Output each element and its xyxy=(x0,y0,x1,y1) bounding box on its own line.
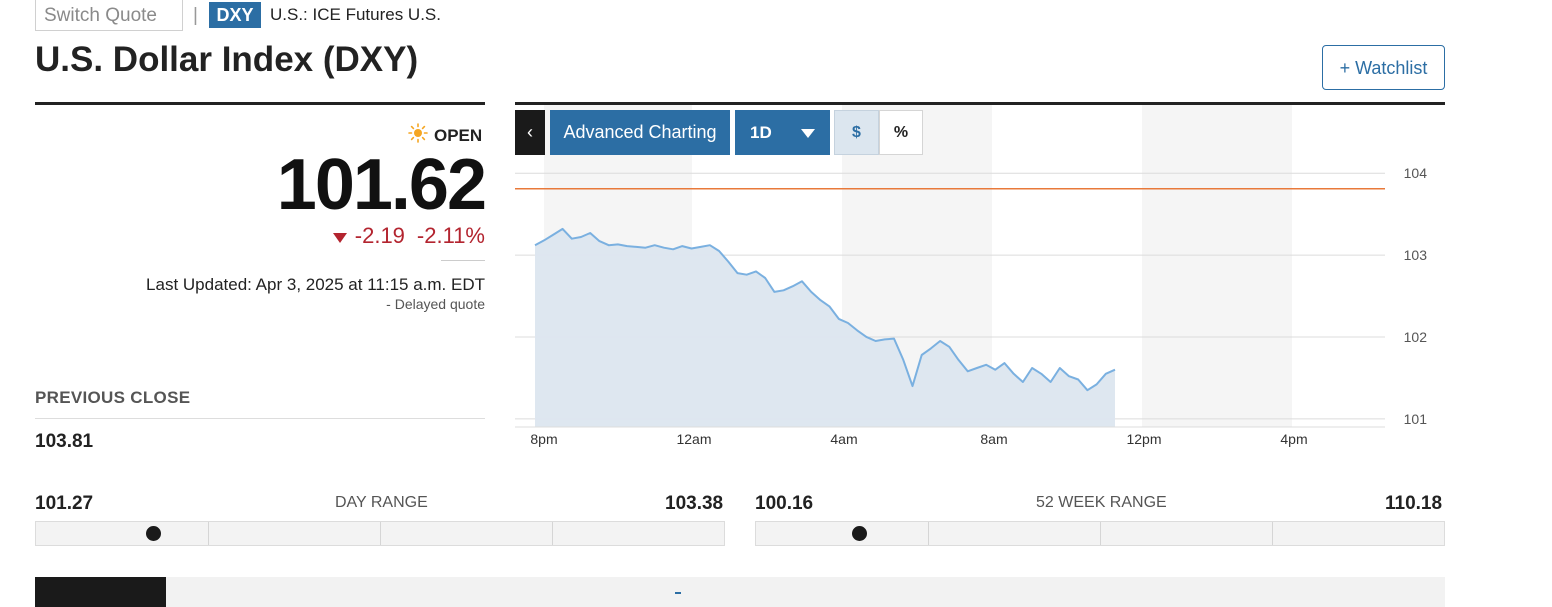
x-tick-label: 4am xyxy=(830,431,857,447)
change-value: -2.19 xyxy=(354,223,405,248)
range-tick xyxy=(380,522,381,545)
week52-range-label: 52 WEEK RANGE xyxy=(1036,494,1167,511)
range-tick xyxy=(552,522,553,545)
week52-range-low: 100.16 xyxy=(755,493,814,514)
range-tick xyxy=(1100,522,1101,545)
active-tab[interactable] xyxy=(35,577,166,607)
market-status: OPEN xyxy=(408,123,482,148)
exchange-label: U.S.: ICE Futures U.S. xyxy=(270,5,441,24)
status-label: OPEN xyxy=(434,125,483,145)
day-range-bar xyxy=(35,521,725,546)
caret-down-icon xyxy=(801,129,815,138)
last-updated: Last Updated: Apr 3, 2025 at 11:15 a.m. … xyxy=(146,275,485,294)
last-price: 101.62 xyxy=(276,145,487,225)
divider xyxy=(35,418,485,419)
page-title: U.S. Dollar Index (DXY) xyxy=(35,40,419,79)
change-percent: -2.11% xyxy=(416,223,485,248)
y-tick-label: 102 xyxy=(1404,329,1428,345)
sun-icon xyxy=(408,123,428,148)
dollar-toggle[interactable]: $ xyxy=(834,110,879,155)
price-change: -2.19 -2.11% xyxy=(332,223,485,249)
price-chart[interactable]: 101 102 103 104 8pm 12am 4am 8am 12pm 4pm xyxy=(515,105,1445,455)
x-tick-label: 4pm xyxy=(1280,431,1307,447)
down-triangle-icon xyxy=(332,223,347,249)
week52-range-high: 110.18 xyxy=(1385,493,1443,514)
range-tick xyxy=(1272,522,1273,545)
week52-range-bar xyxy=(755,521,1445,546)
chart-collapse-button[interactable]: ‹ xyxy=(515,110,545,155)
x-tick-label: 12am xyxy=(676,431,711,447)
divider xyxy=(441,260,485,261)
ticker-badge: DXY xyxy=(209,2,261,28)
divider xyxy=(515,102,1445,105)
week52-range-marker xyxy=(852,526,867,541)
previous-close-value: 103.81 xyxy=(35,431,94,452)
x-tick-label: 8am xyxy=(980,431,1007,447)
tab-indicator xyxy=(675,592,681,594)
period-dropdown[interactable]: 1D xyxy=(735,110,830,155)
advanced-charting-button[interactable]: Advanced Charting xyxy=(550,110,730,155)
tab-strip xyxy=(35,577,1445,607)
divider xyxy=(35,102,485,105)
y-tick-label: 103 xyxy=(1404,247,1428,263)
price-area xyxy=(535,228,1115,427)
day-range-low: 101.27 xyxy=(35,493,94,514)
y-tick-label: 104 xyxy=(1404,165,1428,181)
price-line xyxy=(534,227,1116,392)
range-tick xyxy=(928,522,929,545)
y-tick-label: 101 xyxy=(1404,411,1428,427)
range-tick xyxy=(208,522,209,545)
switch-quote-input[interactable]: Switch Quote xyxy=(35,0,183,31)
previous-close-label: PREVIOUS CLOSE xyxy=(35,388,191,407)
session-band xyxy=(1142,105,1292,427)
day-range-label: DAY RANGE xyxy=(335,494,428,511)
x-tick-label: 12pm xyxy=(1126,431,1161,447)
delayed-note: - Delayed quote xyxy=(386,296,485,312)
x-tick-label: 8pm xyxy=(530,431,557,447)
separator: | xyxy=(193,5,198,26)
day-range-marker xyxy=(145,526,161,541)
percent-toggle[interactable]: % xyxy=(879,110,923,155)
day-range-high: 103.38 xyxy=(665,493,724,514)
period-label: 1D xyxy=(750,123,772,142)
add-watchlist-button[interactable]: + Watchlist xyxy=(1322,45,1445,90)
